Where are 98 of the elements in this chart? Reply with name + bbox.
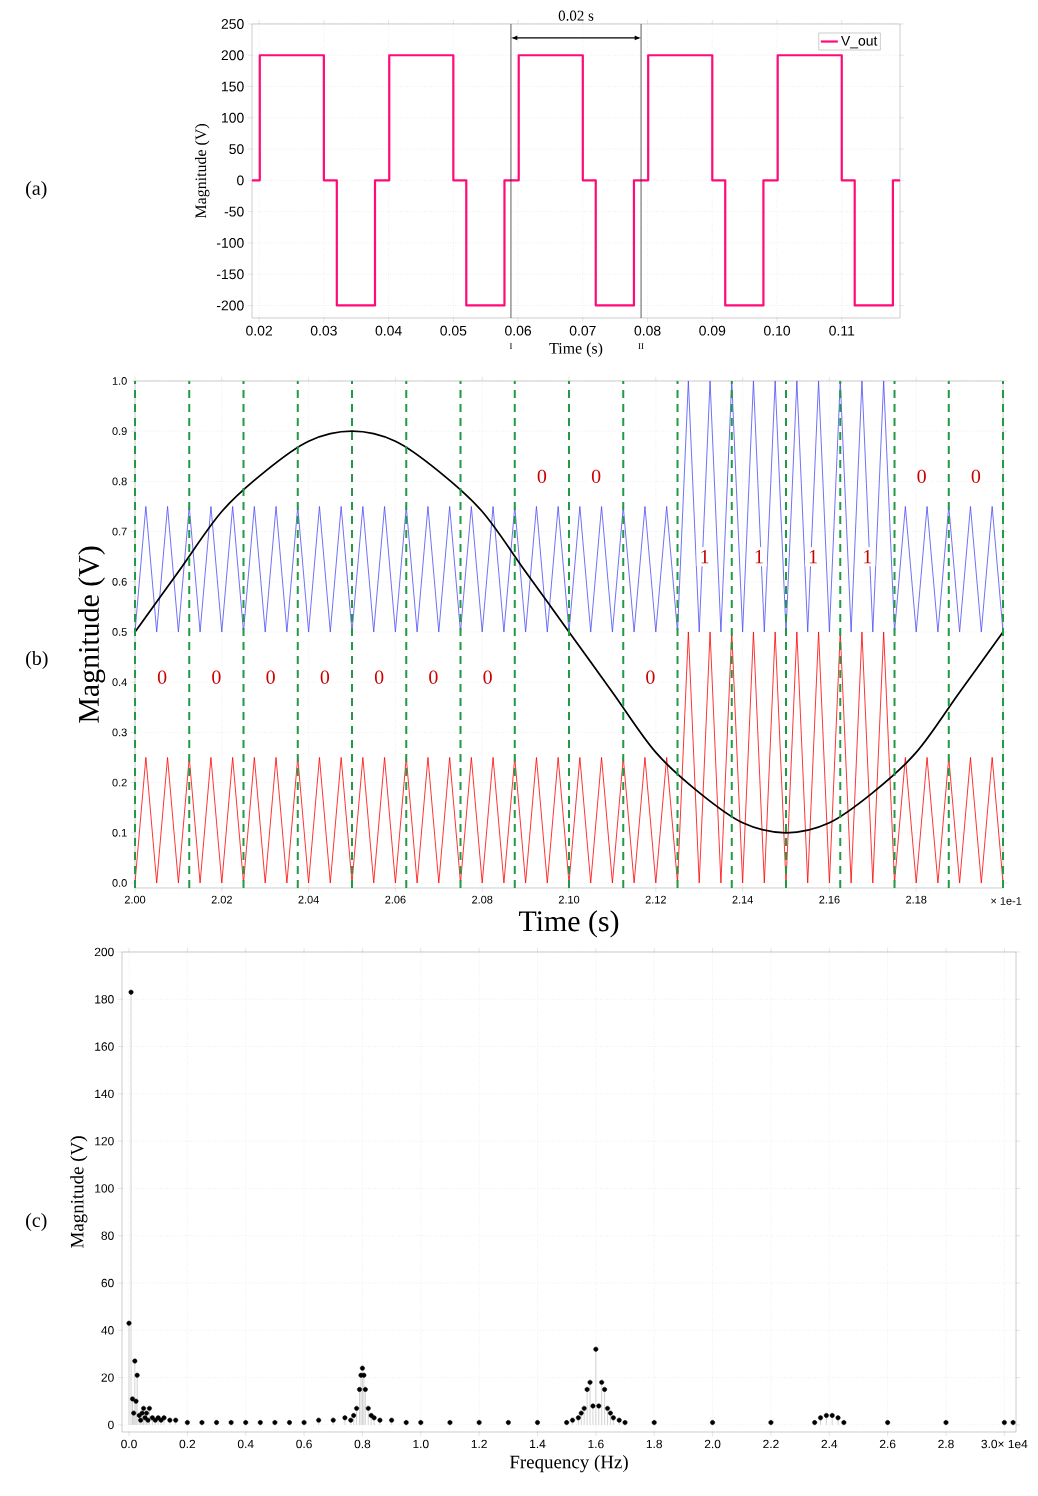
x-tick-label: 2.18: [906, 895, 927, 904]
annotation: 0: [320, 670, 330, 684]
ref-line-label: I: [509, 343, 513, 350]
y-tick-label: -200: [216, 300, 244, 311]
y-tick-label: 100: [222, 112, 244, 123]
x-tick-label: 3.0× 1e4: [981, 1439, 1028, 1449]
x-tick-label: 1.4: [530, 1439, 546, 1448]
text: 0.02 s: [558, 10, 594, 21]
y-tick-label: 140: [95, 1089, 114, 1099]
x-tick-label: 2.06: [385, 895, 406, 904]
y-tick-label: -50: [224, 206, 244, 217]
y-tick-label: -100: [216, 237, 244, 248]
y-tick-label: 200: [94, 947, 114, 957]
annotation: 0: [157, 670, 167, 684]
ref-line-label: II: [638, 343, 644, 350]
x-tick-label: 0.8: [354, 1439, 371, 1449]
annotation: 1: [755, 550, 763, 564]
annotation: 0: [537, 469, 547, 484]
x-tick-label: 0.6: [296, 1439, 312, 1449]
x-axis-title: Frequency (Hz): [509, 1455, 628, 1473]
y-tick-label: 0.7: [112, 527, 127, 536]
x-tick-label: 2.4: [821, 1439, 838, 1449]
x-tick-label: 2.04: [298, 895, 319, 904]
x-tick-label: 0.03: [310, 325, 337, 336]
text: (a): [26, 180, 47, 199]
y-tick-label: 20: [101, 1373, 114, 1382]
x-axis-title: Time (s): [549, 342, 603, 357]
y-axis-title: Magnitude (V): [70, 1136, 88, 1248]
annotation: 0: [374, 670, 384, 684]
y-tick-label: 0.4: [112, 678, 127, 687]
x-tick-label: 2.6: [879, 1439, 896, 1449]
y-tick-label: 150: [222, 81, 244, 92]
x-tick-label: 0.4: [237, 1439, 254, 1449]
x-tick-label: 2.0: [704, 1439, 721, 1449]
annotation: 0: [266, 670, 275, 684]
y-tick-label: -150: [216, 269, 244, 280]
y-tick-label: 160: [95, 1042, 114, 1051]
y-tick-label: 0.1: [112, 828, 127, 837]
x-tick-label: 2.02: [211, 895, 232, 904]
text: (c): [26, 1212, 47, 1232]
y-tick-label: 0.8: [112, 477, 127, 486]
line-series: [134, 430, 1004, 834]
annotation: 0: [483, 670, 492, 684]
annotation: 1: [701, 550, 709, 564]
x-tick-label: 0.02: [246, 325, 272, 336]
text: (b): [26, 650, 48, 669]
y-tick-label: 0.2: [112, 778, 127, 787]
y-axis-title: Magnitude (V): [77, 546, 106, 723]
x-tick-label: 2.10: [558, 895, 580, 904]
x-tick-label: 2.2: [763, 1439, 779, 1449]
y-tick-label: 0: [108, 1420, 114, 1430]
x-tick-label: 2.8: [938, 1439, 954, 1449]
annotation: 0: [646, 670, 655, 684]
y-tick-label: 180: [95, 995, 114, 1004]
y-tick-label: 100: [95, 1184, 114, 1193]
x-tick-label: 0.11: [829, 325, 855, 336]
x-tick-label: 1.8: [646, 1439, 662, 1449]
annotation: 1: [864, 550, 872, 564]
x-tick-label: 0.0: [121, 1439, 137, 1449]
x-tick-label: 0.05: [440, 325, 467, 336]
annotation: 0: [429, 670, 438, 684]
y-tick-label: 120: [95, 1136, 114, 1146]
x-tick-label: 2.16: [819, 895, 840, 904]
y-tick-label: 1.0: [112, 377, 127, 385]
x-tick-label: 0.10: [763, 325, 791, 336]
x-tick-label: 1.6: [588, 1439, 604, 1449]
annotation: 0: [917, 469, 926, 484]
text: × 1e-1: [991, 897, 1022, 905]
y-tick-label: 0.9: [112, 427, 127, 436]
x-tick-label: 0.04: [375, 325, 402, 336]
y-tick-label: 0: [237, 175, 244, 186]
x-tick-label: 0.09: [699, 325, 726, 336]
x-tick-label: 1.2: [471, 1439, 487, 1449]
y-tick-label: 0.0: [112, 879, 127, 887]
y-tick-label: 250: [221, 19, 244, 29]
y-axis-title: Magnitude (V): [194, 124, 210, 219]
y-tick-label: 60: [101, 1278, 114, 1288]
x-tick-label: 2.12: [645, 895, 666, 904]
annotation: 0: [591, 469, 601, 484]
y-tick-label: 80: [101, 1231, 114, 1240]
x-tick-label: 1.0: [413, 1439, 429, 1449]
y-tick-label: 0.3: [112, 728, 127, 737]
x-tick-label: 0.06: [505, 325, 532, 336]
y-tick-label: 40: [101, 1326, 114, 1335]
x-tick-label: 0.2: [179, 1439, 196, 1449]
x-tick-label: 0.08: [634, 325, 661, 336]
x-tick-label: 2.14: [732, 895, 753, 904]
x-tick-label: 2.08: [472, 895, 493, 904]
y-tick-label: 0.6: [112, 577, 127, 586]
x-axis-title: Time (s): [519, 910, 619, 938]
y-tick-label: 0.5: [112, 628, 127, 636]
annotation: 0: [971, 469, 981, 484]
y-tick-label: 200: [221, 50, 244, 61]
legend-label: V_out: [841, 35, 878, 49]
annotation: 1: [809, 550, 817, 564]
x-tick-label: 0.07: [569, 325, 596, 336]
x-tick-label: 2.00: [124, 895, 146, 904]
y-tick-label: 50: [229, 144, 244, 155]
